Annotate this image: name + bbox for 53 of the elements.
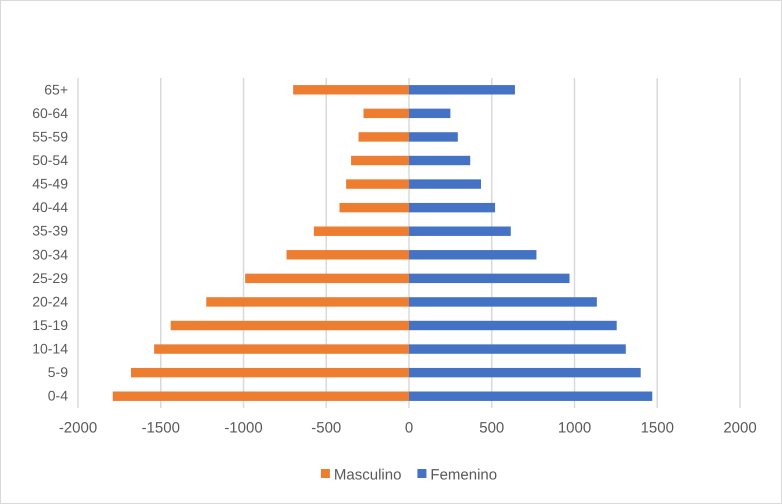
y-tick-label: 65+ [44, 81, 68, 98]
bar [130, 368, 409, 378]
x-tick-label: -1500 [142, 420, 180, 437]
bar [409, 156, 470, 166]
bar [409, 344, 626, 354]
bar [351, 156, 409, 166]
y-tick-label: 0-4 [48, 388, 68, 404]
y-tick-label: 55-59 [32, 128, 68, 144]
y-tick-label: 15-19 [32, 316, 68, 333]
y-tick-label: 50-54 [32, 152, 68, 168]
x-tick-label: -500 [311, 420, 342, 437]
bar [409, 320, 617, 330]
y-tick-label: 35-39 [32, 222, 68, 239]
x-tick-label: -2000 [58, 420, 98, 437]
y-tick-label: 10-14 [32, 340, 68, 357]
x-tick-label: -1000 [224, 420, 263, 437]
x-tick-label: 500 [479, 420, 504, 437]
bar [409, 368, 641, 378]
y-tick-label: 20-24 [32, 293, 68, 310]
bar [409, 297, 597, 307]
y-tick-label: 5-9 [48, 364, 68, 380]
bar [170, 320, 409, 330]
bar [409, 392, 652, 401]
y-tick-label: 45-49 [32, 176, 68, 192]
bar [409, 226, 511, 236]
bar [363, 108, 409, 118]
bar [206, 297, 409, 307]
y-tick-label: 40-44 [32, 199, 68, 216]
bar [409, 250, 536, 260]
bar [409, 108, 450, 118]
bar [346, 179, 409, 189]
y-tick-label: 60-64 [32, 104, 68, 121]
bar [154, 344, 409, 354]
bar [409, 179, 481, 189]
bar [409, 202, 496, 212]
bar [286, 250, 409, 260]
bar [358, 132, 409, 142]
bar [339, 202, 409, 212]
bar [314, 226, 409, 236]
x-tick-label: 2000 [723, 420, 757, 437]
legend-label: Femenino [430, 466, 498, 484]
bar [409, 132, 458, 142]
x-tick-label: 1500 [640, 420, 674, 437]
y-tick-label: 30-34 [32, 246, 68, 262]
bar [409, 85, 515, 94]
x-tick-label: 0 [404, 420, 414, 437]
bar [409, 274, 570, 284]
bar [112, 392, 409, 401]
x-tick-label: 1000 [558, 420, 592, 437]
y-tick-label: 25-29 [32, 270, 68, 286]
bar [293, 85, 409, 94]
legend-label: Masculino [334, 466, 402, 484]
bar [245, 274, 409, 284]
